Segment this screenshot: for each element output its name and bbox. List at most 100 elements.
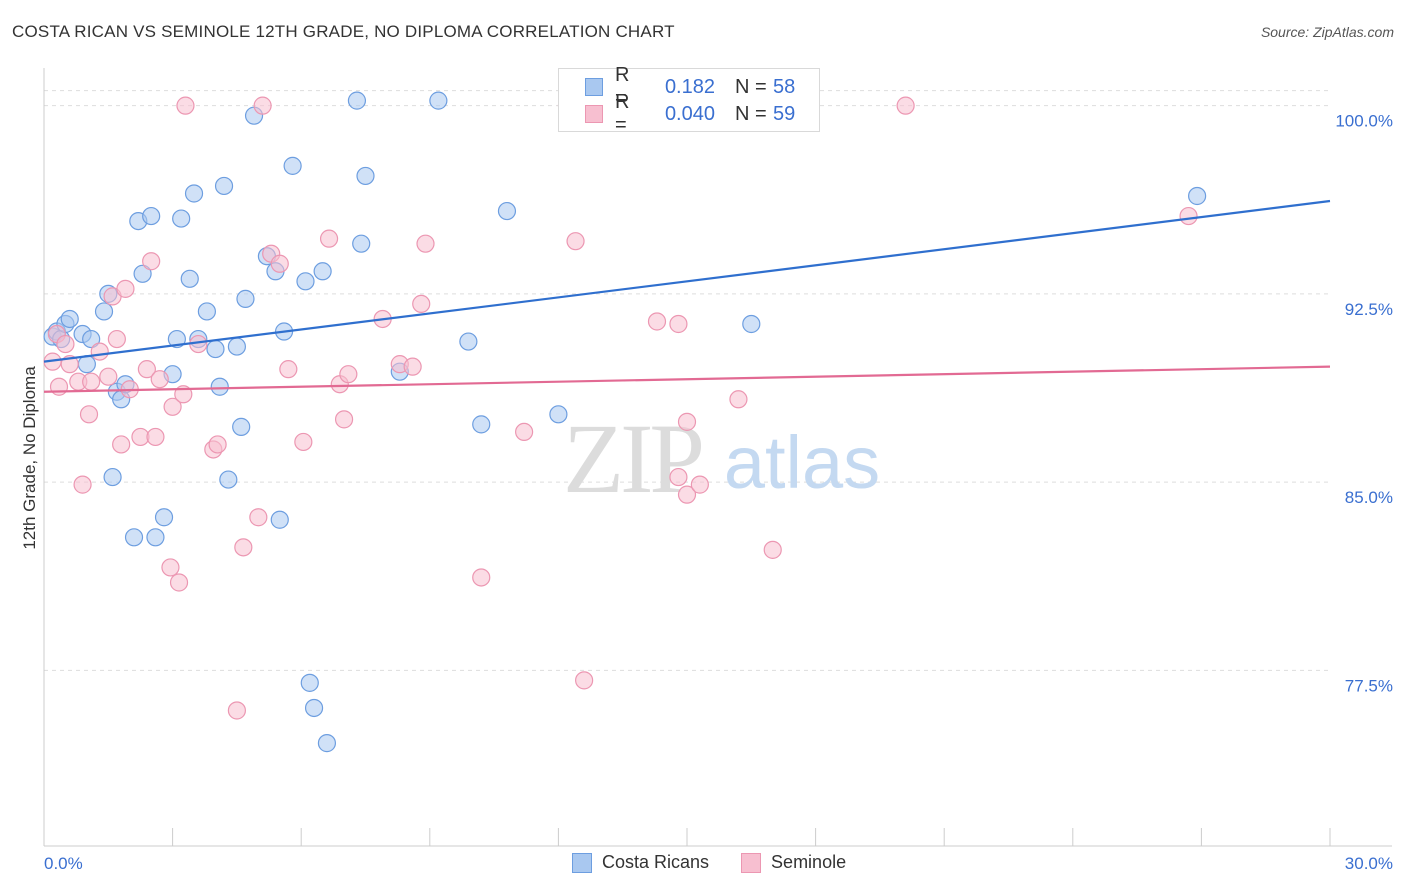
data-points [43,91,1207,753]
costa-ricans-point [300,673,319,692]
legend-swatch-pink [585,105,603,123]
seminole-point [208,435,227,454]
legend-r-value: 0.182 [664,75,715,98]
legend-row-seminole: R = 0.040 N = 59 [585,91,796,136]
trend-lines [43,199,1331,393]
seminole-point [253,96,272,115]
seminole-point [690,475,709,494]
seminole-trend-line [43,365,1331,393]
legend-n-value: 59 [773,102,796,125]
axes [43,68,1392,847]
seminole-point [107,329,126,349]
x-tick-label: 30.0% [1345,854,1393,873]
seminole-point [82,372,101,391]
seminole-point [896,96,915,115]
watermark: ZIP atlas [563,403,880,514]
bottom-legend: Costa Ricans Seminole [572,852,878,873]
seminole-point [339,365,358,384]
seminole-point [677,485,697,504]
seminole-point [472,568,491,587]
seminole-point [249,508,268,527]
costa-ricans-point [283,156,302,175]
costa-ricans-point [347,91,367,110]
seminole-point [169,573,189,592]
costa-ricans-point [232,417,251,436]
seminole-point [412,294,431,314]
legend-n-label: N = [735,75,767,98]
costa-ricans-point [236,289,255,308]
source-label: Source: ZipAtlas.com [1260,24,1394,40]
seminole-point [403,357,422,376]
costa-ricans-point [1188,186,1207,206]
seminole-point [234,538,253,557]
seminole-point [515,422,534,442]
costa-ricans-point [142,206,161,226]
legend-n-label: N = [735,102,767,125]
legend-r-label: R = [615,64,630,109]
seminole-point [319,229,339,248]
costa-ricans-point [210,377,229,396]
legend: R = 0.182 N = 58 R = 0.040 N = 59 [558,64,820,136]
seminole-point [142,252,161,271]
seminole-point [575,671,594,690]
watermark-atlas: atlas [724,421,880,504]
costa-ricans-point [60,309,79,329]
seminole-point [227,701,246,720]
costa-ricans-point [124,528,144,547]
costa-ricans-point [103,467,122,487]
costa-ricans-point [549,405,568,424]
y-tick-label: 100.0% [1335,112,1393,131]
seminole-point [416,234,435,253]
y-tick-label: 92.5% [1345,300,1393,319]
legend-swatch-blue [572,852,592,873]
chart-title: COSTA RICAN VS SEMINOLE 12TH GRADE, NO D… [12,22,675,41]
costa-ricans-point [219,470,238,489]
costa-ricans-point [742,314,761,334]
costa-ricans-trend-line [43,199,1331,363]
seminole-point [79,405,99,424]
costa-ricans-point [459,332,478,351]
seminole-point [116,279,135,298]
tick-labels: 100.0% 92.5% 85.0% 77.5% 0.0% 30.0% [44,112,1393,873]
seminole-point [176,96,195,115]
seminole-point [669,314,688,334]
seminole-point [270,254,289,273]
costa-ricans-point [197,302,216,321]
y-axis-label: 12th Grade, No Diploma [20,366,39,550]
seminole-point [150,370,169,389]
seminole-point [279,360,298,379]
costa-ricans-point [296,272,315,291]
legend-swatch-blue [585,78,603,96]
costa-ricans-point [304,698,324,718]
seminole-point [146,427,165,447]
costa-ricans-point [352,234,371,253]
costa-ricans-point [180,269,199,288]
seminole-point [49,377,69,396]
costa-ricans-point [77,355,96,374]
seminole-point [669,467,688,487]
x-tick-label: 0.0% [44,854,83,873]
seminole-point [647,312,667,331]
seminole-point [99,367,118,386]
legend-r-value: 0.040 [664,102,715,125]
costa-ricans-point [167,329,186,349]
costa-ricans-point [429,91,448,110]
bottom-legend-seminole[interactable]: Seminole [741,852,846,873]
costa-ricans-point [472,415,491,434]
costa-ricans-point [146,528,165,547]
y-tick-label: 77.5% [1345,676,1393,695]
legend-row-costa-ricans: R = 0.182 N = 58 [585,64,795,109]
costa-ricans-point [313,262,332,281]
costa-ricans-point [94,302,114,321]
costa-ricans-point [206,339,225,359]
costa-ricans-point [317,734,337,753]
bottom-legend-label: Seminole [771,852,847,872]
costa-ricans-point [184,184,204,203]
grid [44,90,1330,671]
seminole-point [763,540,782,559]
seminole-point [56,334,75,354]
legend-swatch-pink [741,852,762,873]
seminole-point [137,360,156,379]
bottom-legend-costa-ricans[interactable]: Costa Ricans [572,852,709,873]
